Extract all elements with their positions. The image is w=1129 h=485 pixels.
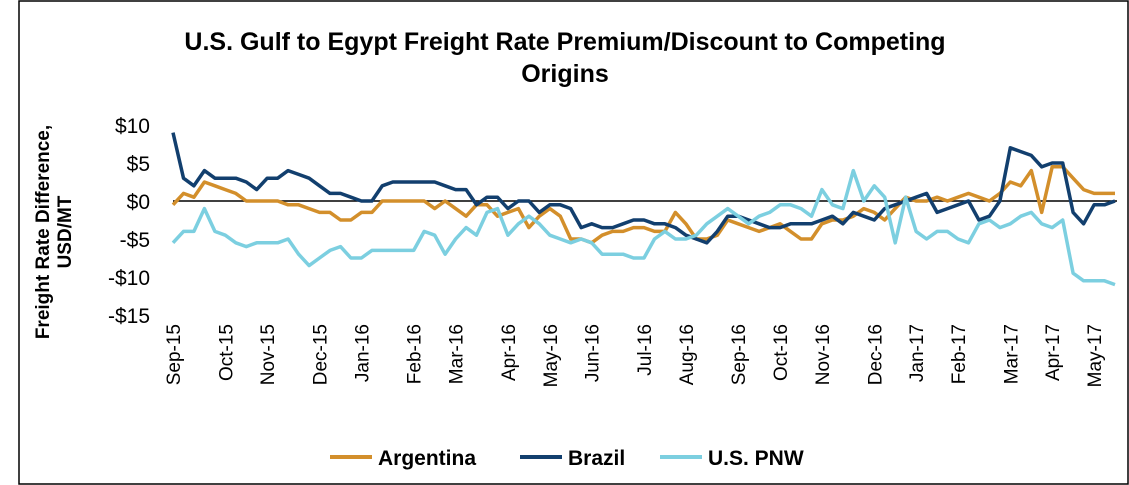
y-tick-label: $0 — [127, 191, 150, 214]
x-tick-label: Apr-16 — [499, 324, 520, 381]
x-tick-label: Sep-15 — [164, 324, 185, 385]
legend-label: U.S. PNW — [708, 447, 804, 470]
x-tick-label: Jun-16 — [583, 324, 604, 382]
x-tick-label: Jan-17 — [907, 324, 928, 382]
x-tick-label: Feb-17 — [949, 324, 970, 384]
x-tick-label: Dec-16 — [865, 324, 886, 385]
x-tick-label: May-16 — [541, 324, 562, 387]
x-tick-label: Oct-15 — [216, 324, 237, 381]
x-tick-label: Apr-17 — [1043, 324, 1064, 381]
chart-title: U.S. Gulf to Egypt Freight Rate Premium/… — [184, 28, 946, 88]
series-line — [171, 168, 1116, 287]
x-tick-label: Jan-16 — [352, 324, 373, 382]
x-tick-label: Mar-17 — [1001, 324, 1022, 384]
x-tick-label: Mar-16 — [447, 324, 468, 384]
x-tick-label: Aug-16 — [677, 324, 698, 385]
x-tick-label: Oct-16 — [771, 324, 792, 381]
series-line — [171, 132, 1116, 245]
x-tick-label: Nov-16 — [813, 324, 834, 385]
legend-label: Argentina — [378, 447, 476, 470]
y-axis-label: Freight Rate Difference, USD/MT — [33, 124, 76, 340]
x-tick-label: Jul-16 — [635, 324, 656, 376]
y-tick-label: -$10 — [108, 267, 150, 290]
x-tick-label: Dec-15 — [311, 324, 332, 385]
x-tick-label: Sep-16 — [729, 324, 750, 385]
legend-label: Brazil — [568, 447, 625, 470]
y-tick-label: -$15 — [108, 305, 150, 328]
series-line — [171, 165, 1115, 245]
y-tick-label: -$5 — [120, 229, 150, 252]
x-tick-label: Nov-15 — [258, 324, 279, 385]
y-tick-label: $10 — [115, 115, 150, 138]
frame — [18, 0, 1129, 485]
x-tick-label: Feb-16 — [405, 324, 426, 384]
y-tick-label: $5 — [127, 153, 150, 176]
x-tick-label: May-17 — [1085, 324, 1106, 387]
